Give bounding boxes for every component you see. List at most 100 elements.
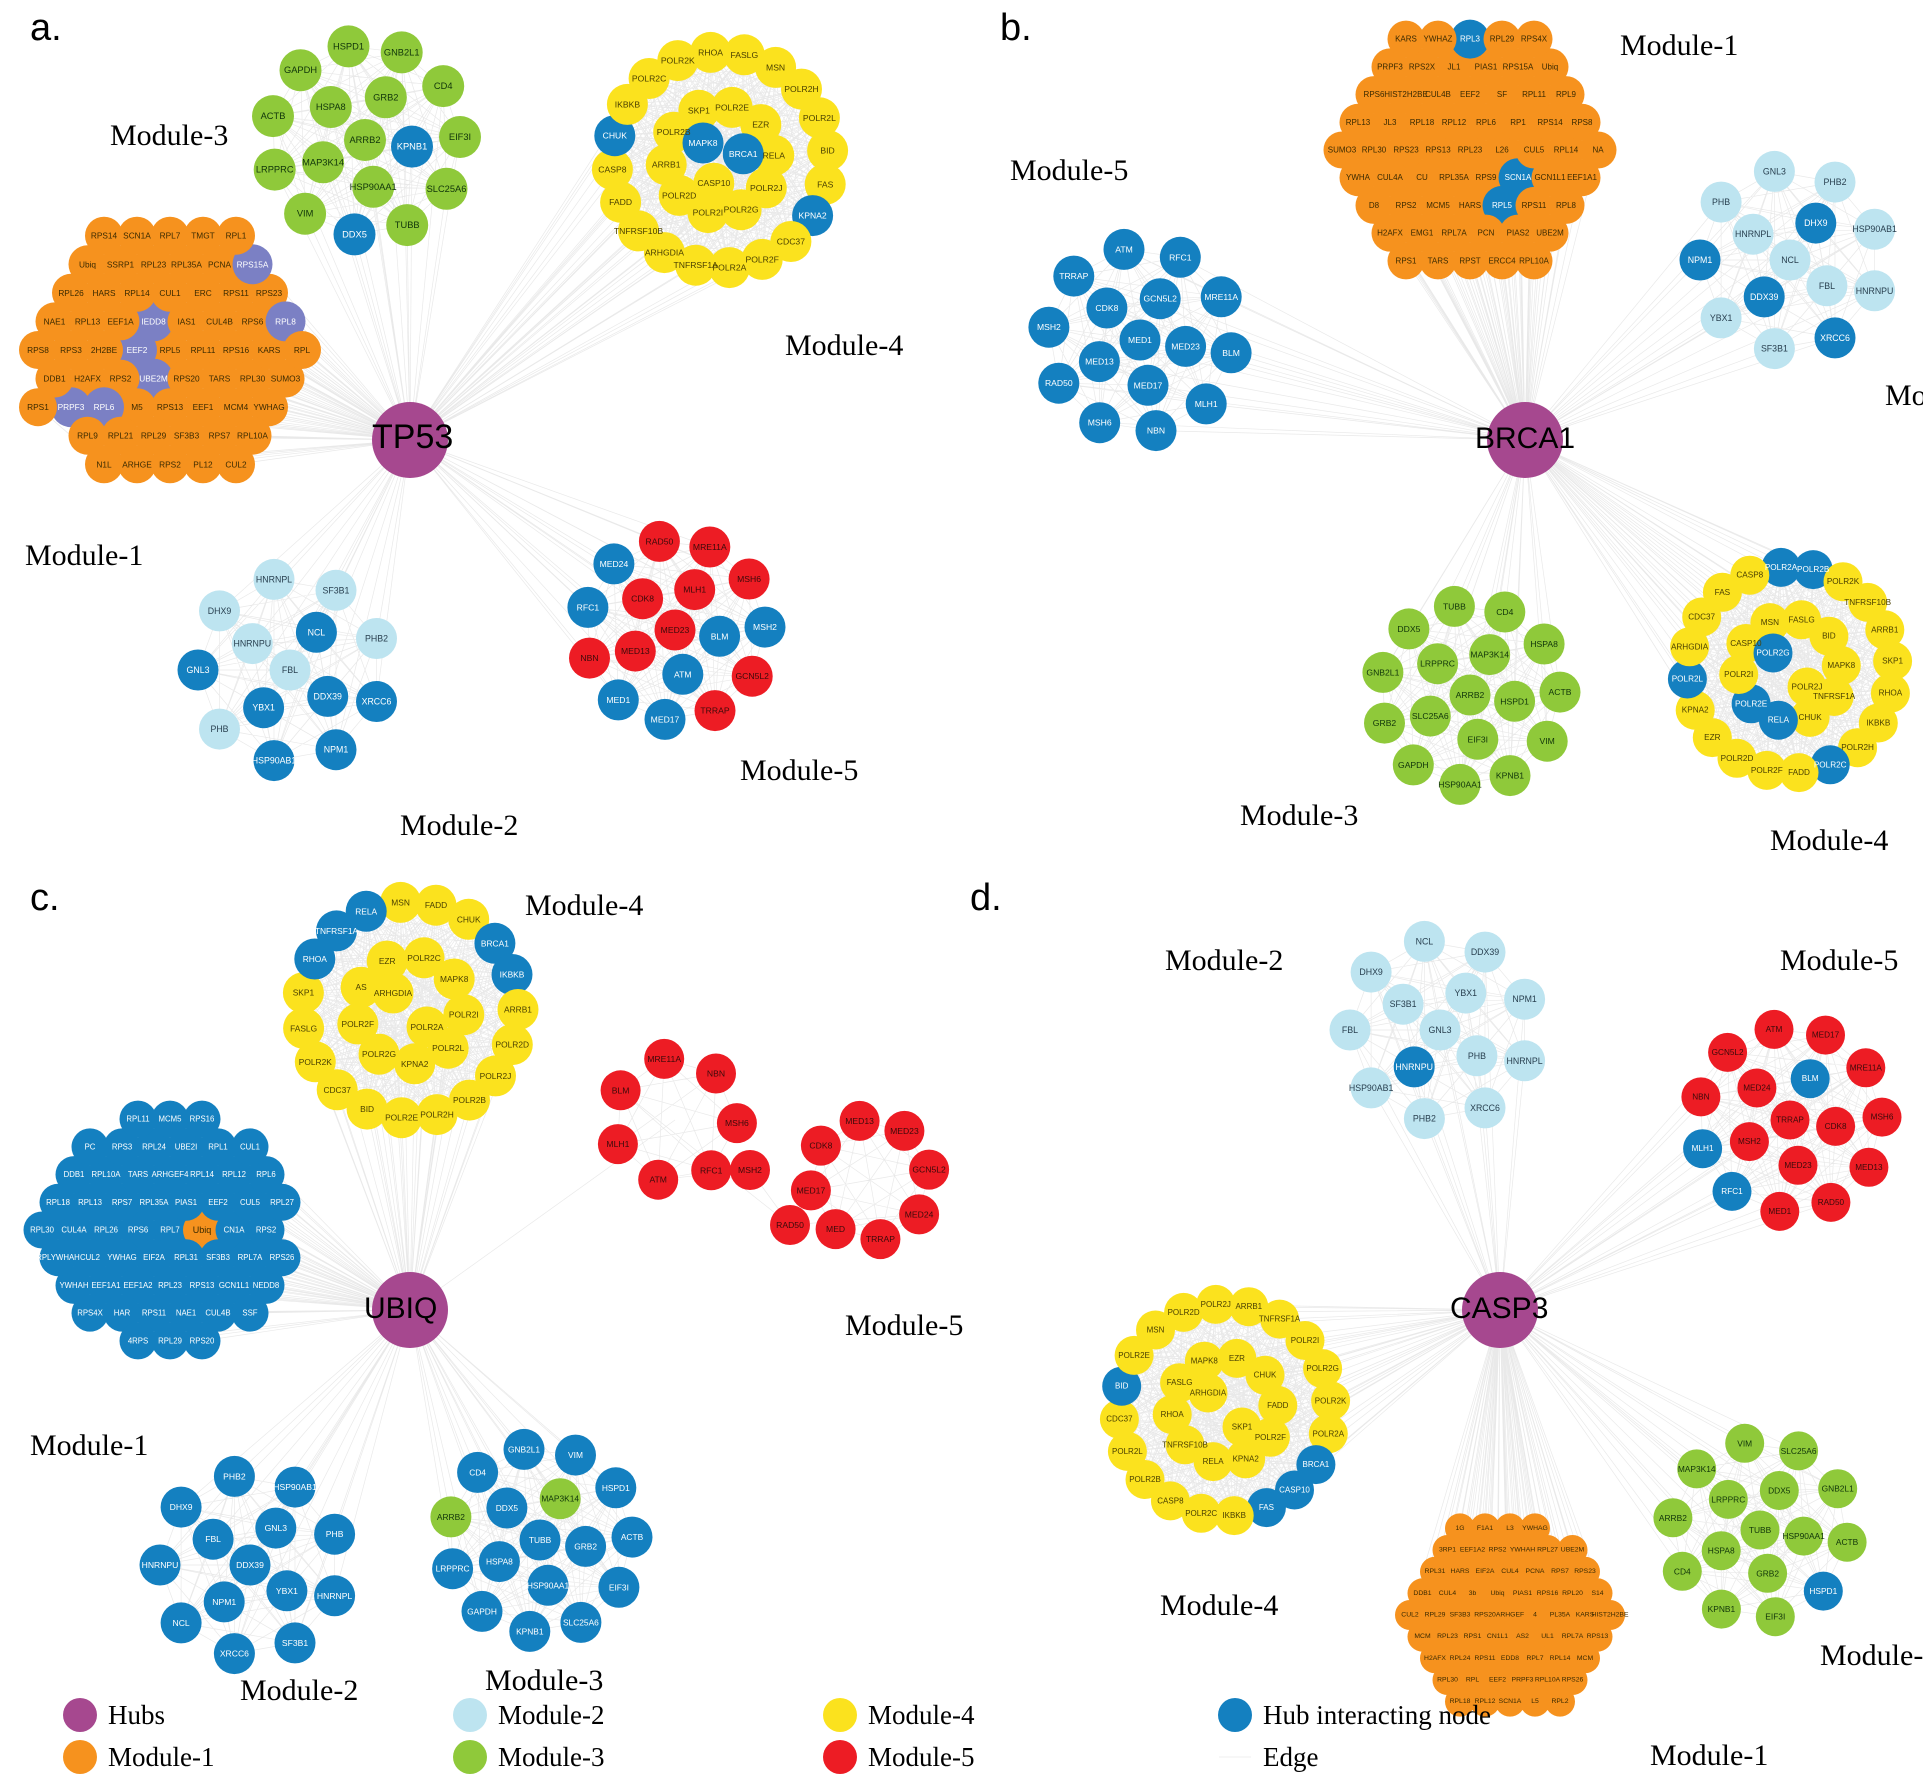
svg-text:MAP3K14: MAP3K14	[1678, 1464, 1716, 1474]
svg-text:RPL7: RPL7	[160, 1226, 180, 1235]
svg-text:RPS13: RPS13	[1425, 146, 1451, 155]
svg-text:SCN1A: SCN1A	[1505, 173, 1532, 182]
svg-text:RFC1: RFC1	[1721, 1187, 1743, 1196]
svg-text:CDK8: CDK8	[1095, 303, 1118, 313]
svg-text:RPL10A: RPL10A	[1519, 256, 1549, 265]
svg-text:Module-4: Module-4	[868, 1700, 975, 1730]
svg-text:RPS11: RPS11	[223, 288, 249, 298]
svg-text:Hubs: Hubs	[108, 1700, 165, 1730]
svg-text:NBN: NBN	[1147, 426, 1165, 436]
svg-text:IEDD8: IEDD8	[141, 316, 166, 326]
svg-text:RPL7A: RPL7A	[1562, 1633, 1584, 1640]
svg-text:NBN: NBN	[1692, 1092, 1709, 1101]
svg-text:RPL30: RPL30	[1437, 1677, 1458, 1684]
svg-text:F1A1: F1A1	[1477, 1525, 1493, 1532]
svg-text:HSP90AA1: HSP90AA1	[350, 182, 397, 192]
svg-text:POLR2J: POLR2J	[480, 1071, 512, 1081]
svg-text:CASP8: CASP8	[1157, 1496, 1184, 1505]
svg-text:CUL2: CUL2	[1401, 1612, 1419, 1619]
svg-text:POLR2F: POLR2F	[1255, 1433, 1286, 1442]
svg-text:MAP3K14: MAP3K14	[541, 1494, 579, 1504]
svg-text:CUL4B: CUL4B	[206, 316, 233, 326]
svg-text:UBE2M: UBE2M	[1561, 1547, 1585, 1554]
svg-text:Ubiq: Ubiq	[193, 1225, 212, 1235]
svg-text:Module-5: Module-5	[868, 1742, 974, 1772]
svg-text:DDX5: DDX5	[496, 1503, 519, 1513]
svg-text:RPL30: RPL30	[240, 374, 266, 384]
svg-text:RPL13: RPL13	[1346, 118, 1371, 127]
svg-text:GRB2: GRB2	[574, 1541, 597, 1551]
svg-text:RPS16: RPS16	[1537, 1590, 1559, 1597]
svg-text:RPL14: RPL14	[124, 288, 150, 298]
svg-text:POLR2B: POLR2B	[1797, 565, 1830, 574]
svg-text:VIM: VIM	[1737, 1438, 1752, 1448]
svg-text:YWHAZ: YWHAZ	[1424, 35, 1453, 44]
svg-text:c.: c.	[30, 877, 60, 919]
svg-text:HNRNPL: HNRNPL	[1507, 1056, 1543, 1066]
svg-text:NPM1: NPM1	[1688, 255, 1713, 265]
svg-text:GNL3: GNL3	[1429, 1025, 1452, 1035]
svg-text:SKP1: SKP1	[1232, 1423, 1253, 1432]
svg-text:VIM: VIM	[297, 209, 314, 219]
svg-text:NPM1: NPM1	[1512, 994, 1537, 1004]
svg-text:DHX9: DHX9	[208, 606, 232, 616]
svg-text:ARRB1: ARRB1	[1871, 625, 1899, 634]
svg-text:RPL10A: RPL10A	[1535, 1677, 1561, 1684]
svg-text:POLR2G: POLR2G	[724, 205, 759, 215]
svg-text:MCM: MCM	[1414, 1633, 1431, 1640]
svg-text:Ubiq: Ubiq	[1491, 1590, 1505, 1597]
svg-text:SLC25A6: SLC25A6	[427, 184, 467, 194]
svg-text:PCN: PCN	[1478, 229, 1495, 238]
svg-text:RPL9: RPL9	[77, 431, 98, 441]
svg-text:POLR2D: POLR2D	[1721, 754, 1754, 763]
svg-text:LRPPRC: LRPPRC	[1420, 659, 1455, 669]
svg-text:FBL: FBL	[1819, 281, 1835, 291]
svg-text:IKBKB: IKBKB	[615, 99, 641, 109]
svg-text:CUL4B: CUL4B	[205, 1309, 230, 1318]
svg-text:RPL6: RPL6	[1476, 118, 1497, 127]
svg-text:RPS7: RPS7	[112, 1198, 132, 1207]
svg-text:RPS23: RPS23	[1393, 146, 1419, 155]
svg-text:SF3B1: SF3B1	[1390, 999, 1417, 1009]
svg-text:POLR2C: POLR2C	[1185, 1509, 1217, 1518]
svg-text:HSPA8: HSPA8	[1708, 1546, 1735, 1556]
svg-text:LRPPRC: LRPPRC	[1711, 1494, 1745, 1504]
svg-text:RPL35A: RPL35A	[1439, 173, 1469, 182]
svg-text:RHOA: RHOA	[698, 47, 723, 57]
svg-text:POLR2L: POLR2L	[1672, 675, 1704, 684]
svg-text:RAD50: RAD50	[1818, 1198, 1845, 1207]
svg-text:RHOA: RHOA	[1879, 689, 1903, 698]
svg-text:POLR2A: POLR2A	[1765, 563, 1798, 572]
svg-text:HNRNPU: HNRNPU	[233, 639, 271, 649]
svg-text:NA: NA	[1592, 146, 1604, 155]
svg-text:Module-5: Module-5	[1780, 944, 1898, 977]
svg-text:Module-4: Module-4	[1770, 824, 1888, 857]
svg-text:Module-4: Module-4	[1160, 1589, 1278, 1622]
svg-text:POLR2F: POLR2F	[342, 1019, 375, 1029]
svg-text:KPNA2: KPNA2	[1233, 1454, 1260, 1463]
svg-text:RPL26: RPL26	[58, 288, 84, 298]
svg-text:IKBKB: IKBKB	[500, 970, 525, 980]
svg-text:DDX5: DDX5	[342, 229, 367, 239]
svg-text:DDX39: DDX39	[314, 691, 342, 701]
svg-text:RPL31: RPL31	[1425, 1568, 1446, 1575]
svg-text:CDK8: CDK8	[631, 594, 654, 604]
svg-text:UBIQ: UBIQ	[364, 1292, 437, 1325]
svg-text:EEF2: EEF2	[208, 1198, 228, 1207]
svg-text:POLR2K: POLR2K	[299, 1057, 332, 1067]
svg-text:CHUK: CHUK	[1798, 713, 1822, 722]
svg-text:DDX39: DDX39	[1471, 947, 1499, 957]
svg-text:RPL3: RPL3	[1460, 35, 1481, 44]
svg-text:SKP1: SKP1	[688, 105, 710, 115]
svg-text:POLR2C: POLR2C	[407, 953, 441, 963]
svg-text:RPL12: RPL12	[1442, 118, 1467, 127]
svg-text:RPL23: RPL23	[141, 259, 167, 269]
svg-text:RPL11: RPL11	[191, 345, 216, 355]
svg-text:MED23: MED23	[890, 1126, 919, 1136]
svg-text:EIF2A: EIF2A	[143, 1253, 165, 1262]
svg-text:RPL11: RPL11	[1522, 90, 1546, 99]
svg-text:HSPD1: HSPD1	[333, 41, 364, 51]
svg-text:CDC37: CDC37	[1688, 613, 1715, 622]
svg-text:HSP90AA1: HSP90AA1	[1782, 1531, 1825, 1541]
svg-text:EEF2: EEF2	[127, 345, 148, 355]
